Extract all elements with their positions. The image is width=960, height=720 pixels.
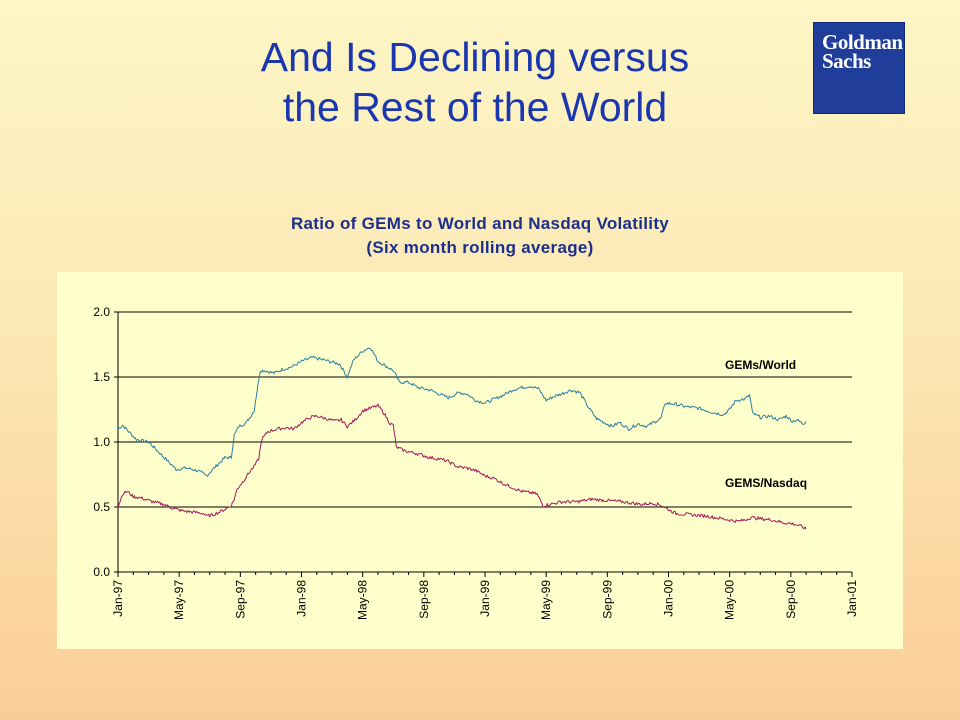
slide-title: And Is Declining versus the Rest of the … (150, 32, 800, 132)
series-layer (117, 347, 807, 530)
label-layer: GEMs/World GEMS/Nasdaq (725, 358, 807, 490)
y-tick-label: 1.5 (93, 370, 110, 384)
series-label-gems-nasdaq: GEMS/Nasdaq (725, 476, 807, 490)
axis-layer: 0.0 0.5 1.0 1.5 2.0 Jan-97 May-97 Sep-97 Jan-98 M… (93, 305, 859, 620)
x-tick-label: Sep-00 (784, 580, 798, 619)
x-tick-label: Sep-99 (600, 580, 614, 619)
x-tick-label: Jan-99 (478, 580, 492, 617)
chart-panel: 0.0 0.5 1.0 1.5 2.0 Jan-97 May-97 Sep-97 Jan-98 M… (57, 272, 903, 649)
slide-title-line-2: the Rest of the World (282, 84, 668, 130)
x-tick-label: Jan-01 (845, 580, 859, 617)
grid-layer (118, 311, 852, 508)
x-tick-label: Jan-97 (111, 580, 125, 617)
chart-title: Ratio of GEMs to World and Nasdaq Volati… (180, 212, 780, 260)
y-tick-label: 1.0 (93, 435, 110, 449)
x-tick-label: May-97 (172, 580, 186, 620)
series-line-gems-nasdaq (117, 403, 807, 530)
slide-title-line-1: And Is Declining versus (260, 34, 690, 80)
x-tick-label: May-98 (356, 580, 370, 620)
y-tick-label: 0.0 (93, 565, 110, 579)
x-tick-label: Jan-00 (662, 580, 676, 617)
y-tick-label: 0.5 (93, 500, 110, 514)
x-tick-label: Jan-98 (295, 580, 309, 617)
goldman-sachs-logo: Goldman Sachs (813, 22, 905, 114)
series-label-gems-world: GEMs/World (725, 358, 796, 372)
chart-title-main: Ratio of GEMs to World and Nasdaq Volati… (290, 214, 670, 233)
x-tick-label: May-99 (539, 580, 553, 620)
x-tick-label: Sep-97 (233, 580, 247, 619)
y-tick-label: 2.0 (93, 305, 110, 319)
x-tick-label: Sep-98 (417, 580, 431, 619)
logo-line-1: Goldman (822, 30, 903, 54)
line-chart: 0.0 0.5 1.0 1.5 2.0 Jan-97 May-97 Sep-97 Jan-98 M… (93, 305, 859, 620)
x-tick-label: May-00 (723, 580, 737, 620)
chart-subtitle: (Six month rolling average) (366, 238, 594, 257)
series-line-gems-world (117, 347, 807, 477)
logo-line-2: Sachs (822, 49, 871, 73)
